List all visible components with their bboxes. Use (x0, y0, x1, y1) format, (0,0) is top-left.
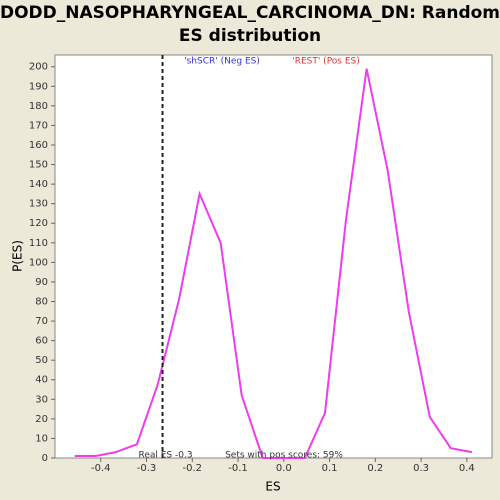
x-tick-label: -0.1 (228, 463, 248, 474)
chart-title: DODD_NASOPHARYNGEAL_CARCINOMA_DN: Random (0, 3, 500, 23)
real-es-label: Real ES -0.3 (138, 451, 192, 461)
y-tick-label: 110 (29, 238, 48, 249)
y-tick-label: 60 (35, 336, 48, 347)
x-tick-label: 0.0 (276, 463, 292, 474)
annotation: 'shSCR' (Neg ES) (184, 57, 260, 67)
annotation: 'REST' (Pos ES) (292, 57, 360, 67)
y-tick-label: 10 (35, 433, 48, 444)
y-tick-label: 180 (29, 101, 48, 112)
y-tick-label: 100 (29, 257, 48, 268)
x-axis-label: ES (265, 480, 280, 494)
y-tick-label: 80 (35, 296, 48, 307)
chart-title: ES distribution (179, 26, 321, 46)
annotation: Sets with pos scores: 59% (225, 451, 343, 461)
y-axis-label: P(ES) (11, 240, 25, 272)
x-tick-label: -0.2 (183, 463, 203, 474)
y-tick-label: 140 (29, 179, 48, 190)
x-tick-label: 0.3 (413, 463, 429, 474)
x-tick-label: -0.3 (137, 463, 157, 474)
y-tick-label: 150 (29, 160, 48, 171)
x-tick-label: 0.1 (322, 463, 338, 474)
x-tick-label: -0.4 (91, 463, 111, 474)
y-tick-label: 170 (29, 120, 48, 131)
line-series (74, 68, 473, 459)
y-tick-label: 120 (29, 218, 48, 229)
plot-area (54, 54, 493, 459)
y-tick-label: 90 (35, 277, 48, 288)
y-tick-label: 190 (29, 81, 48, 92)
y-tick-label: 20 (35, 414, 48, 425)
x-tick-label: 0.4 (459, 463, 475, 474)
y-tick-label: 160 (29, 140, 48, 151)
y-tick-label: 30 (35, 394, 48, 405)
y-tick-label: 0 (42, 453, 48, 464)
y-tick-label: 130 (29, 199, 48, 210)
y-tick-label: 200 (29, 62, 48, 73)
x-tick-label: 0.2 (367, 463, 383, 474)
y-tick-label: 50 (35, 355, 48, 366)
y-tick-label: 40 (35, 375, 48, 386)
y-tick-label: 70 (35, 316, 48, 327)
